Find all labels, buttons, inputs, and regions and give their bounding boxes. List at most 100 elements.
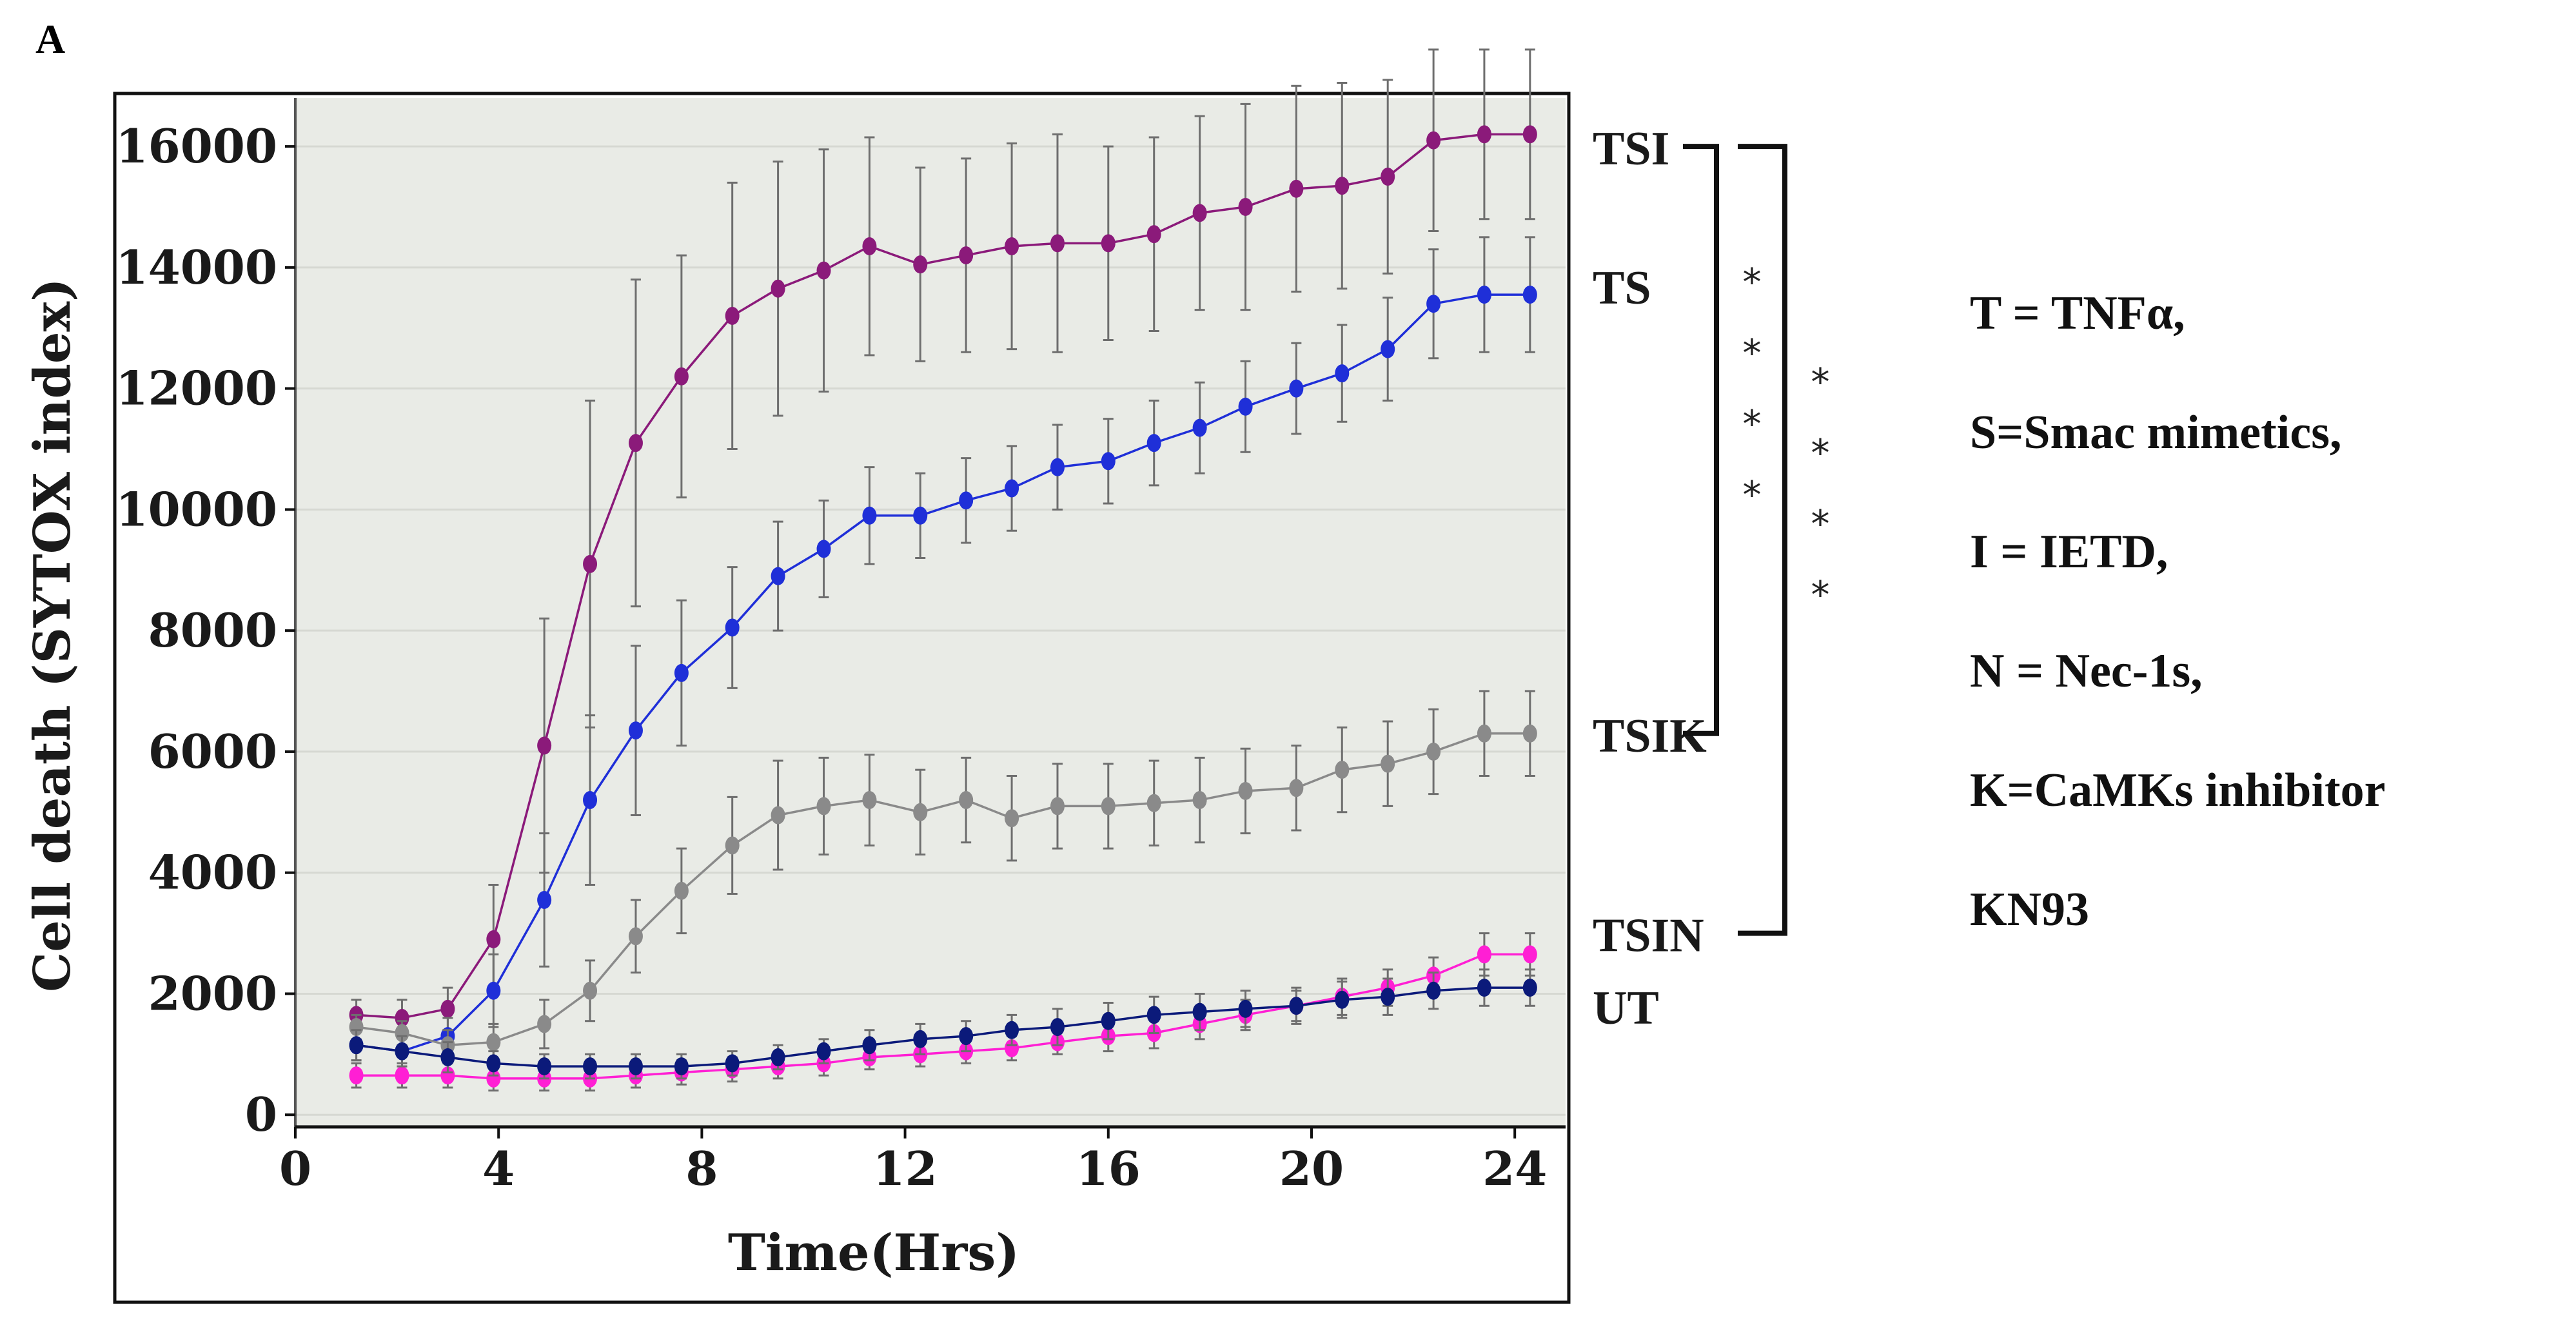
data-point-TSIN-14 xyxy=(1005,1039,1019,1057)
data-point-TSIK-20 xyxy=(1289,779,1304,797)
data-point-TSIK-0 xyxy=(349,1018,364,1037)
y-tick-label-8: 16000 xyxy=(116,119,278,173)
y-ticks: 0 2000 4000 6000 8000 10000 12000 14000 16000 xyxy=(116,119,295,1142)
x-tick-label-0: 0 xyxy=(279,1141,311,1196)
data-point-UT-21 xyxy=(1335,990,1350,1009)
data-point-UT-22 xyxy=(1381,988,1395,1006)
data-point-TSIK-23 xyxy=(1426,742,1441,761)
data-point-TSIN-0 xyxy=(349,1066,364,1085)
x-axis-title: Time(Hrs) xyxy=(728,1224,1019,1282)
data-point-TS-7 xyxy=(674,663,689,682)
data-point-TS-5 xyxy=(583,791,598,810)
data-point-TSIK-16 xyxy=(1101,797,1116,816)
data-point-UT-6 xyxy=(628,1057,643,1076)
data-point-TSI-12 xyxy=(913,255,928,274)
x-tick-label-2: 8 xyxy=(685,1141,718,1196)
data-point-UT-8 xyxy=(725,1054,740,1073)
data-point-TS-14 xyxy=(1005,479,1019,498)
x-ticks: 0 4 8 12 16 20 24 xyxy=(279,1127,1547,1196)
data-point-TSI-19 xyxy=(1238,197,1253,216)
series-line-UT xyxy=(356,986,1530,1068)
data-point-TSI-13 xyxy=(959,246,974,265)
data-point-UT-5 xyxy=(583,1057,598,1076)
outer-star-0: * xyxy=(1811,360,1830,404)
y-tick-label-0: 0 xyxy=(245,1087,277,1142)
data-point-TSI-14 xyxy=(1005,237,1019,256)
panel-label: A xyxy=(35,16,65,62)
inner-star-1: * xyxy=(1743,331,1762,375)
plot-area xyxy=(295,98,1566,1127)
data-point-TSIK-9 xyxy=(771,806,785,825)
legend-line-1: S=Smac mimetics, xyxy=(1970,406,2342,459)
series-label-UT: UT xyxy=(1593,982,1659,1035)
legend-line-3: N = Nec-1s, xyxy=(1970,645,2203,698)
y-tick-label-7: 14000 xyxy=(116,240,278,295)
data-point-TSIN-25 xyxy=(1522,945,1537,964)
data-point-TS-15 xyxy=(1050,458,1065,476)
data-point-TSIK-15 xyxy=(1050,797,1065,816)
data-point-TSIK-13 xyxy=(959,791,974,810)
data-point-TS-21 xyxy=(1335,364,1350,383)
series-TSI xyxy=(349,48,1537,1037)
data-point-UT-4 xyxy=(537,1057,552,1076)
data-point-TSIK-10 xyxy=(816,797,831,816)
data-point-UT-2 xyxy=(440,1048,455,1067)
data-point-TSI-24 xyxy=(1477,125,1491,144)
data-point-TS-4 xyxy=(537,890,552,909)
data-point-TSI-11 xyxy=(862,237,877,256)
outer-star-3: * xyxy=(1811,572,1830,616)
series-label-TS: TS xyxy=(1593,262,1651,315)
data-point-TS-12 xyxy=(913,506,928,525)
data-point-TS-8 xyxy=(725,618,740,637)
series-UT xyxy=(349,968,1537,1080)
data-point-TS-23 xyxy=(1426,295,1441,313)
data-point-TSIK-18 xyxy=(1192,791,1207,810)
x-tick-label-5: 20 xyxy=(1279,1141,1344,1196)
data-point-TSIK-1 xyxy=(395,1024,409,1042)
data-point-TS-16 xyxy=(1101,452,1116,471)
data-point-TSIK-21 xyxy=(1335,761,1350,779)
data-point-TSI-25 xyxy=(1522,125,1537,144)
data-point-TSI-7 xyxy=(674,367,689,386)
data-point-TS-20 xyxy=(1289,379,1304,398)
data-point-TS-10 xyxy=(816,540,831,558)
data-point-TSIK-24 xyxy=(1477,724,1491,743)
legend-line-2: I = IETD, xyxy=(1970,525,2168,578)
outer-star-1: * xyxy=(1811,431,1830,474)
data-point-TSIK-14 xyxy=(1005,809,1019,828)
y-tick-label-5: 10000 xyxy=(116,482,278,536)
gridlines xyxy=(295,145,1566,1116)
series-line-TSIN xyxy=(356,953,1530,1080)
data-point-UT-1 xyxy=(395,1042,409,1060)
data-point-TSI-15 xyxy=(1050,234,1065,253)
legend-line-0: T = TNFα, xyxy=(1970,287,2185,340)
series-line-TSIK xyxy=(356,732,1530,1047)
data-point-UT-20 xyxy=(1289,997,1304,1015)
data-point-TSI-1 xyxy=(395,1009,409,1028)
data-point-TSI-3 xyxy=(486,930,501,948)
y-tick-label-4: 8000 xyxy=(148,603,277,658)
series-layer xyxy=(349,48,1537,1092)
abbreviation-legend: T = TNFα, S=Smac mimetics, I = IETD, N = Ne… xyxy=(1970,287,2386,936)
data-point-TS-6 xyxy=(628,721,643,740)
data-point-TSIK-12 xyxy=(913,803,928,821)
series-line-TS xyxy=(356,293,1530,1053)
data-point-TSIK-19 xyxy=(1238,781,1253,800)
data-point-TSIN-24 xyxy=(1477,945,1491,964)
data-point-TSI-4 xyxy=(537,736,552,755)
data-point-TS-25 xyxy=(1522,286,1537,304)
series-label-TSIN: TSIN xyxy=(1593,910,1704,962)
data-point-UT-19 xyxy=(1238,999,1253,1018)
data-point-TSIK-3 xyxy=(486,1033,501,1051)
inner-bracket xyxy=(1683,144,1719,736)
data-point-UT-25 xyxy=(1522,979,1537,997)
significance-brackets: * * * * * * * * xyxy=(1683,144,1830,936)
data-point-TS-17 xyxy=(1146,434,1161,453)
data-point-UT-3 xyxy=(486,1054,501,1073)
data-point-TSIK-17 xyxy=(1146,794,1161,812)
outer-bracket xyxy=(1738,144,1787,936)
y-tick-label-2: 4000 xyxy=(148,845,277,900)
data-point-TSIK-7 xyxy=(674,881,689,900)
